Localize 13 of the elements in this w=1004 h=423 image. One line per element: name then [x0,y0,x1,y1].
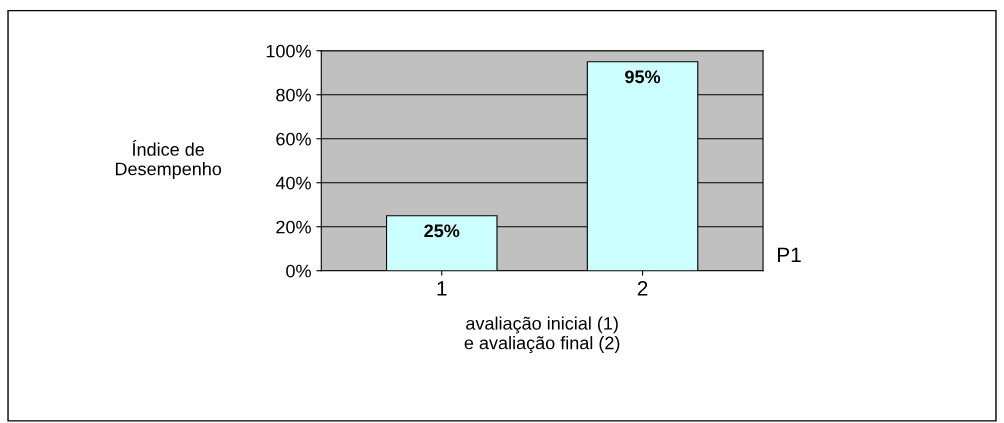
y-tick-label: 100% [266,44,311,58]
y-tick-label: 80% [276,88,311,102]
x-tick-label: 1 [437,281,447,296]
data-label: 25% [424,224,460,238]
y-axis-title: Índice de Desempenho [115,140,222,179]
x-axis-title: avaliação inicial (1) e avaliação final (2) [464,316,620,353]
y-tick-label: 60% [276,132,311,146]
text: P1 [778,247,801,262]
y-tick-label: 20% [276,220,311,234]
y-tick-label: 0% [286,264,311,278]
y-tick-label: 40% [275,176,311,190]
data-label: 95% [625,70,661,84]
x-tick-label: 2 [637,280,648,296]
